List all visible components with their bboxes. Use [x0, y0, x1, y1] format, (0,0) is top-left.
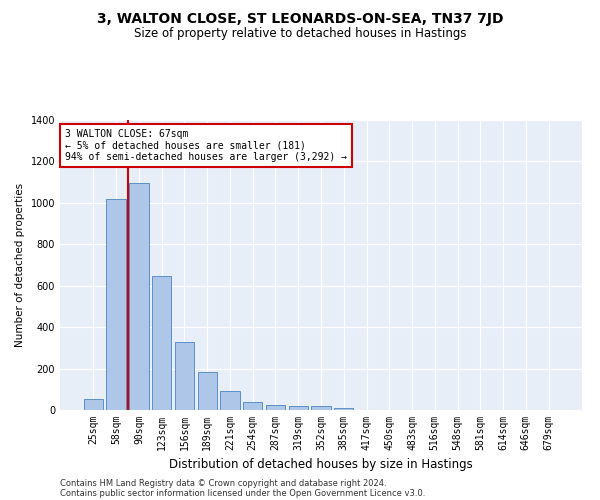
- Text: 3, WALTON CLOSE, ST LEONARDS-ON-SEA, TN37 7JD: 3, WALTON CLOSE, ST LEONARDS-ON-SEA, TN3…: [97, 12, 503, 26]
- Bar: [334, 408, 353, 410]
- Bar: [243, 402, 262, 410]
- Text: Contains public sector information licensed under the Open Government Licence v3: Contains public sector information licen…: [60, 488, 425, 498]
- Bar: [289, 406, 308, 410]
- Text: Contains HM Land Registry data © Crown copyright and database right 2024.: Contains HM Land Registry data © Crown c…: [60, 478, 386, 488]
- Bar: [84, 398, 103, 410]
- Bar: [220, 392, 239, 410]
- Text: Size of property relative to detached houses in Hastings: Size of property relative to detached ho…: [134, 28, 466, 40]
- Bar: [175, 342, 194, 410]
- Bar: [129, 183, 149, 410]
- Bar: [106, 198, 126, 410]
- Text: 3 WALTON CLOSE: 67sqm
← 5% of detached houses are smaller (181)
94% of semi-deta: 3 WALTON CLOSE: 67sqm ← 5% of detached h…: [65, 128, 347, 162]
- Y-axis label: Number of detached properties: Number of detached properties: [15, 183, 25, 347]
- X-axis label: Distribution of detached houses by size in Hastings: Distribution of detached houses by size …: [169, 458, 473, 471]
- Bar: [266, 405, 285, 410]
- Bar: [311, 406, 331, 410]
- Bar: [152, 276, 172, 410]
- Bar: [197, 372, 217, 410]
